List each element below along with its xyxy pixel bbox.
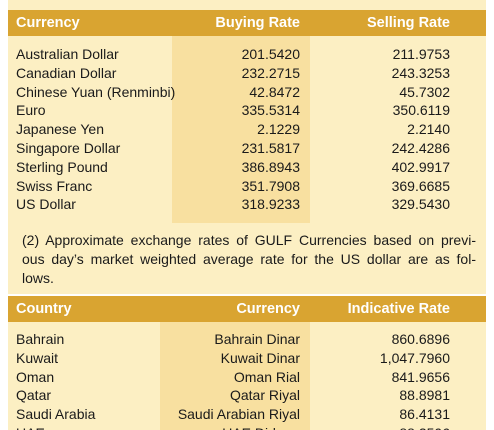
table-cell: 318.9233 bbox=[241, 196, 300, 213]
table-cell: 88.8981 bbox=[399, 387, 450, 404]
header-cell: Country bbox=[16, 301, 72, 317]
table-cell: Bahrain Dinar bbox=[214, 331, 300, 347]
note-line: lows. bbox=[22, 270, 54, 286]
note-line: ous day’s market weighted average rate f… bbox=[22, 251, 476, 267]
table-cell: 329.5430 bbox=[391, 196, 450, 213]
table-cell: 42.8472 bbox=[249, 83, 300, 100]
table-cell: 841.9656 bbox=[391, 368, 450, 385]
header-cell: Indicative Rate bbox=[347, 301, 450, 317]
top-strip bbox=[8, 0, 486, 10]
table-cell: Kuwait Dinar bbox=[220, 349, 300, 366]
table-cell: 351.7908 bbox=[241, 177, 300, 194]
table-cell: 860.6896 bbox=[391, 331, 450, 347]
column-bg bbox=[8, 322, 160, 430]
table-cell: 2.1229 bbox=[257, 121, 300, 138]
column-bg bbox=[172, 36, 310, 223]
table-cell: Swiss Franc bbox=[16, 177, 93, 194]
header-cell: Buying Rate bbox=[215, 15, 300, 31]
table-cell: 211.9753 bbox=[392, 46, 450, 62]
column-bg bbox=[160, 322, 310, 430]
column-bg bbox=[8, 36, 172, 223]
table-cell: Australian Dollar bbox=[16, 46, 119, 62]
column-bg bbox=[310, 322, 486, 430]
table-cell: Saudi Arabian Riyal bbox=[177, 406, 300, 423]
table-cell: 1,047.7960 bbox=[379, 349, 450, 366]
table-cell: Chinese Yuan (Renminbi) bbox=[16, 83, 176, 100]
table-cell: Sterling Pound bbox=[16, 158, 108, 175]
table-cell: Kuwait bbox=[16, 349, 59, 366]
table-cell: 201.5420 bbox=[241, 46, 300, 62]
header-cell: Currency bbox=[236, 301, 300, 317]
table-cell: 369.6685 bbox=[391, 177, 450, 194]
table-cell: 231.5817 bbox=[241, 140, 300, 156]
table-cell: 243.3253 bbox=[391, 64, 450, 81]
table-cell: Qatar bbox=[16, 387, 52, 404]
table-cell: 350.6119 bbox=[392, 102, 450, 119]
note-text: (2) Approximate exchange rates of GULF C… bbox=[22, 231, 476, 288]
table-cell: Bahrain bbox=[16, 331, 65, 347]
note-line: (2) Approximate exchange rates of GULF C… bbox=[22, 232, 476, 248]
column-bg bbox=[310, 36, 486, 223]
table-cell: 86.4131 bbox=[399, 406, 450, 423]
table-cell: Oman bbox=[16, 368, 55, 385]
table-cell: 242.4286 bbox=[391, 140, 450, 156]
table-cell: Canadian Dollar bbox=[16, 64, 117, 81]
header-cell: Currency bbox=[16, 15, 80, 31]
table-cell: 2.2140 bbox=[407, 121, 450, 138]
table-cell: 402.9917 bbox=[391, 158, 450, 175]
table-cell: 386.8943 bbox=[241, 158, 300, 175]
table2-body: Bahrain Bahrain Dinar 860.6896 Kuwait Kuwait… bbox=[8, 322, 486, 430]
table-cell: 45.7302 bbox=[399, 83, 450, 100]
table-cell: Singapore Dollar bbox=[16, 140, 121, 156]
table-cell: Euro bbox=[16, 102, 46, 119]
table-cell: UAE Dirham bbox=[222, 424, 300, 430]
table-cell: US Dollar bbox=[16, 196, 76, 213]
table-cell: Qatar Riyal bbox=[229, 387, 300, 404]
table-cell: Saudi Arabia bbox=[16, 406, 96, 423]
table-cell: 232.2715 bbox=[241, 64, 300, 81]
note-box: (2) Approximate exchange rates of GULF C… bbox=[8, 223, 486, 294]
table-cell: Oman Rial bbox=[233, 368, 300, 385]
table2-header: Country Currency Indicative Rate bbox=[8, 296, 486, 322]
table-cell: Japanese Yen bbox=[16, 121, 104, 138]
table-cell: UAE bbox=[16, 424, 45, 430]
header-cell: Selling Rate bbox=[367, 15, 450, 31]
table-cell: 88.2506 bbox=[399, 424, 450, 430]
table-cell: 335.5314 bbox=[241, 102, 300, 119]
table1-body: Australian Dollar 201.5420 211.9753 Canadia… bbox=[8, 36, 486, 223]
table1-header: Currency Buying Rate Selling Rate bbox=[8, 10, 486, 36]
